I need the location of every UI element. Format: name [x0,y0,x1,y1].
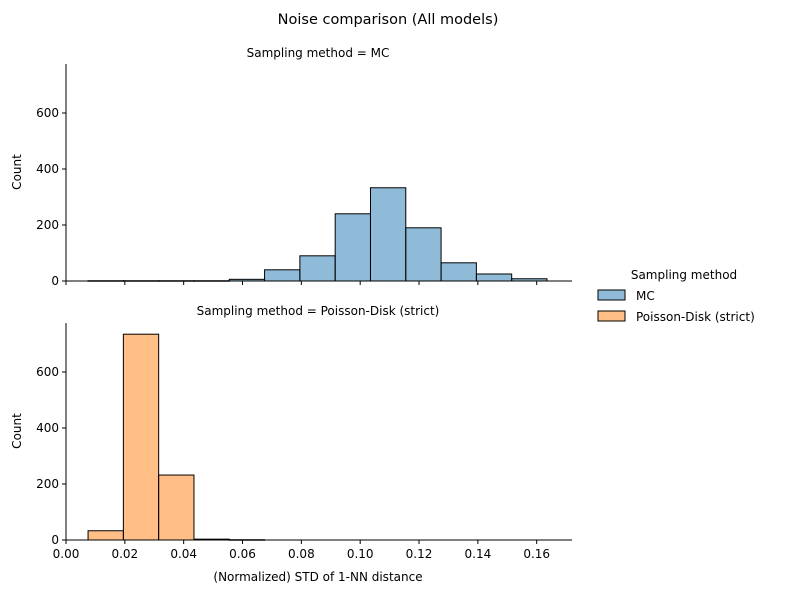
y-tick-label: 600 [36,106,59,120]
legend-label-mc: MC [636,289,655,303]
y-tick-label: 200 [36,218,59,232]
bar [122,333,160,541]
chart-title: Noise comparison (All models) [278,12,499,28]
x-axis-label: (Normalized) STD of 1-NN distance [213,570,422,584]
y-axis-label-bottom: Count [10,413,24,449]
y-tick-label: 400 [36,162,59,176]
x-tick-label: 0.14 [465,547,492,561]
panel-poisson: Sampling method = Poisson-Disk (strict) … [10,304,572,584]
y-tick-label: 600 [36,365,59,379]
bar [475,273,513,282]
bar [369,187,407,282]
x-tick-label: 0.10 [347,547,374,561]
legend-swatch-mc [597,289,626,301]
bar [405,227,442,282]
x-tick-label: 0.04 [170,547,197,561]
y-tick-label: 0 [51,533,59,547]
y-ticks-bottom: 0 200 400 600 [36,365,66,547]
panel-title-poisson: Sampling method = Poisson-Disk (strict) [197,304,440,318]
y-ticks-top: 0 200 400 600 [36,106,66,288]
bar [440,262,477,282]
x-tick-label: 0.06 [229,547,256,561]
y-tick-label: 200 [36,477,59,491]
x-tick-label: 0.12 [406,547,433,561]
x-tick-label: 0.16 [523,547,550,561]
bar [264,269,301,282]
legend-swatch-poisson [597,310,626,322]
x-tick-label: 0.02 [111,547,138,561]
bar [334,213,371,282]
y-axis-label-top: Count [10,154,24,190]
x-ticks-bottom: 0.00 0.02 0.04 0.06 0.08 0.10 0.12 0.14 0.16 [53,540,550,561]
bar [87,530,124,541]
y-tick-label: 400 [36,421,59,435]
legend-title: Sampling method [631,268,737,282]
bar [299,255,336,282]
bars-mc [87,187,548,282]
panel-mc: Sampling method = MC Count 0 200 400 600 [10,46,572,288]
bars-poisson [87,333,266,541]
legend-label-poisson: Poisson-Disk (strict) [636,310,755,324]
panel-title-mc: Sampling method = MC [247,46,390,60]
x-tick-label: 0.08 [288,547,315,561]
x-ticks-top [65,281,538,285]
legend: Sampling method MC Poisson-Disk (strict) [597,268,755,324]
x-tick-label: 0.00 [53,547,80,561]
bar [158,474,195,541]
y-tick-label: 0 [51,274,59,288]
